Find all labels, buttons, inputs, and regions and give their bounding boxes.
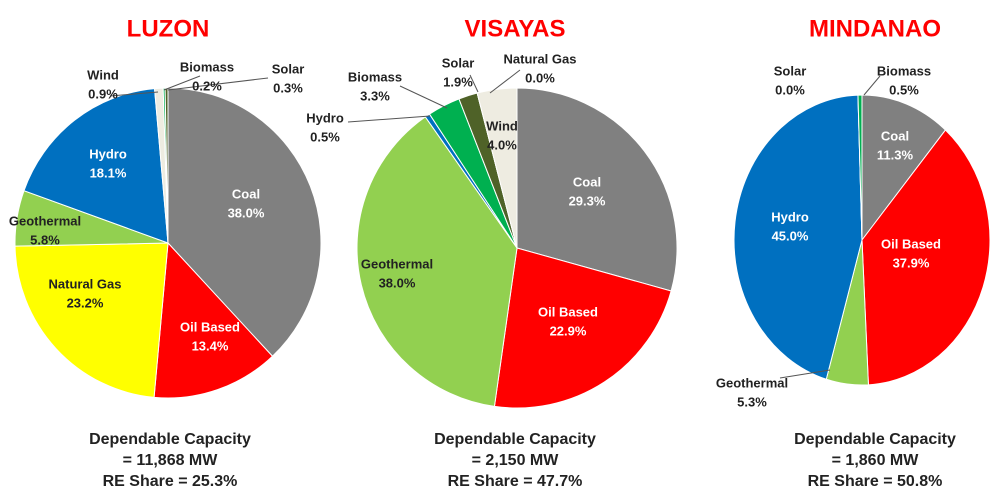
pie-slice: [861, 129, 991, 386]
pie-slice: [356, 116, 518, 407]
pie-slice: [167, 87, 322, 357]
leader-line: [399, 85, 448, 109]
pie-title: LUZON: [127, 15, 210, 42]
slice-label: Coal: [573, 174, 601, 189]
footer-line: Dependable Capacity: [794, 431, 956, 448]
slice-label: Natural Gas: [504, 51, 577, 66]
slice-value: 1.9%: [443, 74, 473, 89]
slice-label: Coal: [232, 186, 260, 201]
slice-value: 37.9%: [893, 255, 930, 270]
footer-line: Dependable Capacity: [89, 431, 251, 448]
slice-label: Biomass: [348, 69, 402, 84]
pie-slice: [493, 247, 672, 409]
pie-slice: [733, 94, 863, 380]
pie-slice: [516, 87, 678, 292]
footer-line: RE Share = 25.3%: [103, 473, 238, 490]
leader-line: [863, 75, 881, 96]
pie-title: MINDANAO: [809, 15, 941, 42]
leader-line: [163, 75, 201, 91]
slice-label: Solar: [442, 55, 475, 70]
pie-slice: [23, 88, 169, 244]
slice-value: 11.3%: [877, 147, 914, 162]
footer-line: = 1,860 MW: [832, 452, 920, 469]
slice-value: 0.5%: [889, 82, 919, 97]
slice-label: Hydro: [89, 146, 127, 161]
slice-value: 38.0%: [379, 275, 416, 290]
pie-slice: [14, 242, 169, 398]
pie-title: VISAYAS: [465, 15, 566, 42]
slice-label: Oil Based: [538, 304, 598, 319]
footer-line: Dependable Capacity: [434, 431, 596, 448]
leader-line: [469, 74, 479, 93]
slice-label: Geothermal: [9, 213, 81, 228]
slice-value: 38.0%: [228, 205, 265, 220]
slice-label: Hydro: [306, 110, 344, 125]
slice-label: Geothermal: [716, 375, 788, 390]
pie-slice: [861, 94, 947, 242]
slice-label: Oil Based: [180, 319, 240, 334]
pie-slice: [153, 241, 274, 399]
slice-value: 0.3%: [273, 80, 303, 95]
slice-label: Biomass: [877, 63, 931, 78]
slice-value: 45.0%: [772, 228, 809, 243]
slice-value: 0.0%: [525, 70, 555, 85]
slice-value: 23.2%: [67, 295, 104, 310]
footer-line: RE Share = 47.7%: [448, 473, 583, 490]
slice-label: Natural Gas: [49, 276, 122, 291]
leader-line: [109, 91, 159, 97]
slice-value: 4.0%: [487, 137, 517, 152]
slice-label: Hydro: [771, 209, 809, 224]
slice-label: Coal: [881, 128, 909, 143]
footer-line: RE Share = 50.8%: [808, 473, 943, 490]
leader-line: [489, 69, 521, 94]
slice-value: 5.8%: [30, 232, 60, 247]
slice-label: Biomass: [180, 59, 234, 74]
slice-label: Oil Based: [881, 236, 941, 251]
slice-value: 22.9%: [550, 323, 587, 338]
slice-label: Solar: [774, 63, 807, 78]
slice-value: 18.1%: [90, 165, 127, 180]
slice-label: Solar: [272, 61, 305, 76]
slice-label: Wind: [486, 118, 518, 133]
slice-label: Wind: [87, 67, 119, 82]
leader-line: [167, 77, 269, 91]
leader-line: [347, 115, 431, 123]
slice-value: 29.3%: [569, 193, 606, 208]
slice-value: 13.4%: [192, 338, 229, 353]
slice-label: Geothermal: [361, 256, 433, 271]
leader-line: [779, 369, 831, 379]
slice-value: 0.0%: [775, 82, 805, 97]
slice-value: 0.2%: [192, 78, 222, 93]
pie-slice: [476, 87, 518, 249]
pie-slice: [857, 94, 863, 241]
footer-line: = 2,150 MW: [472, 452, 560, 469]
slice-value: 5.3%: [737, 394, 767, 409]
slice-value: 3.3%: [360, 88, 390, 103]
slice-value: 0.9%: [88, 86, 118, 101]
slice-value: 0.5%: [310, 129, 340, 144]
footer-line: = 11,868 MW: [123, 452, 219, 469]
